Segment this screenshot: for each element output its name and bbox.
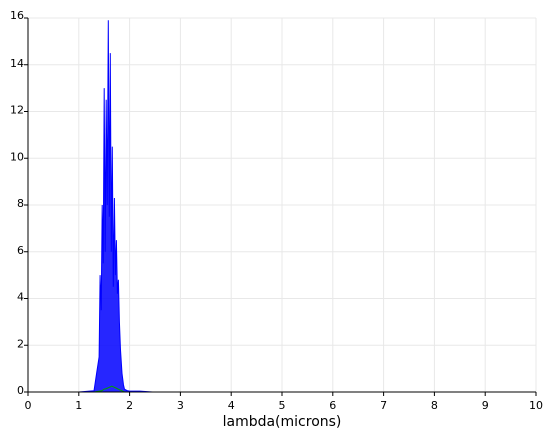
series-line-blue [28, 20, 536, 393]
y-tick-label: 14 [10, 57, 24, 70]
y-tick-label: 0 [17, 384, 24, 397]
x-tick-label: 0 [25, 399, 32, 412]
x-tick-label: 4 [228, 399, 235, 412]
y-tick-label: 12 [10, 104, 24, 117]
y-tick-label: 2 [17, 337, 24, 350]
y-tick-label: 10 [10, 150, 24, 163]
x-tick-label: 9 [482, 399, 489, 412]
y-tick-label: 4 [17, 291, 24, 304]
y-tick-label: 6 [17, 244, 24, 257]
x-tick-label: 8 [431, 399, 438, 412]
x-axis-title: lambda(microns) [223, 414, 342, 430]
x-tick-label: 3 [177, 399, 184, 412]
series-line-green [93, 385, 125, 393]
x-tick-label: 10 [529, 399, 543, 412]
y-tick-label: 8 [17, 197, 24, 210]
y-tick-label: 16 [10, 9, 24, 22]
series-layer [28, 20, 536, 393]
x-tick-label: 1 [75, 399, 82, 412]
x-tick-label: 7 [380, 399, 387, 412]
x-tick-label: 2 [126, 399, 133, 412]
x-tick-label: 6 [329, 399, 336, 412]
x-tick-label: 5 [279, 399, 286, 412]
